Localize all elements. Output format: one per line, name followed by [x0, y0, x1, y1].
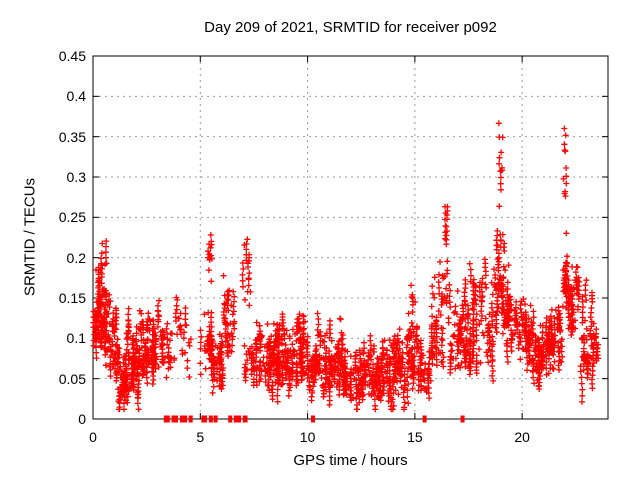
zero-value-markers [163, 415, 465, 423]
x-tick-label: 5 [196, 429, 205, 445]
y-tick-label: 0.25 [58, 209, 86, 226]
x-tick-label: 10 [299, 429, 316, 445]
y-tick-label: 0 [78, 411, 86, 427]
chart-title: Day 209 of 2021, SRMTID for receiver p09… [204, 19, 497, 36]
y-tick-label: 0.1 [66, 330, 86, 347]
y-tick-label: 0.3 [66, 169, 86, 185]
y-tick-label: 0.05 [58, 370, 86, 387]
x-tick-label: 0 [89, 429, 97, 445]
y-tick-label: 0.35 [58, 128, 86, 145]
y-tick-label: 0.45 [58, 48, 86, 64]
plot-border [92, 55, 609, 420]
x-axis-label: GPS time / hours [293, 452, 408, 469]
data-points-scatter [90, 120, 602, 413]
y-tick-label: 0.4 [66, 88, 86, 105]
y-tick-label: 0.2 [66, 249, 86, 266]
y-tick-label: 0.15 [58, 290, 86, 306]
x-tick-label: 15 [407, 429, 423, 445]
x-tick-label: 20 [514, 429, 530, 445]
